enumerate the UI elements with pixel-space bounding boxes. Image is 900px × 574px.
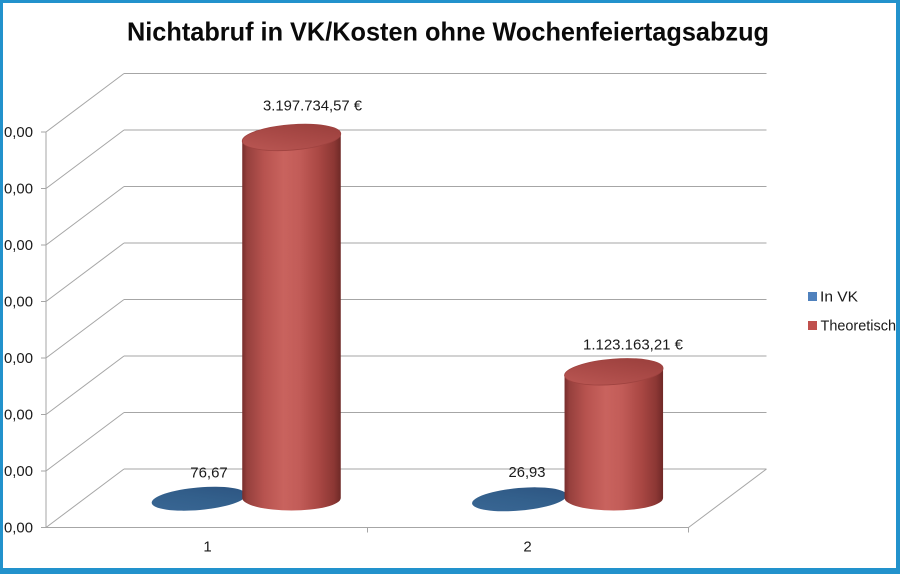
svg-text:1.123.163,21 €: 1.123.163,21 € — [583, 337, 684, 354]
svg-text:0,00: 0,00 — [4, 124, 33, 141]
svg-text:0,00: 0,00 — [4, 407, 33, 424]
svg-text:0,00: 0,00 — [4, 294, 33, 311]
svg-text:3.197.734,57 €: 3.197.734,57 € — [263, 98, 363, 115]
svg-text:0,00: 0,00 — [4, 463, 33, 480]
svg-text:In VK: In VK — [820, 289, 858, 306]
svg-text:2: 2 — [523, 539, 531, 556]
svg-text:0,00: 0,00 — [4, 350, 33, 367]
svg-text:26,93: 26,93 — [509, 464, 546, 481]
svg-text:76,67: 76,67 — [190, 465, 228, 482]
svg-text:0,00: 0,00 — [4, 520, 33, 537]
svg-text:1: 1 — [203, 539, 211, 556]
svg-text:Nichtabruf in VK/Kosten ohne W: Nichtabruf in VK/Kosten ohne Wochenfeier… — [127, 17, 769, 47]
svg-text:0,00: 0,00 — [4, 181, 33, 198]
svg-text:0,00: 0,00 — [4, 237, 33, 254]
svg-text:Theoretisch: Theoretisch — [821, 318, 897, 335]
